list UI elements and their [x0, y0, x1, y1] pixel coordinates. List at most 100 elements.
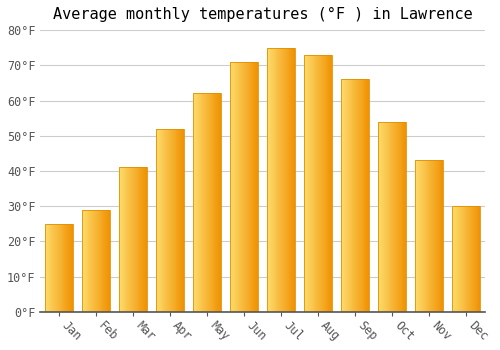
- Bar: [396, 122, 397, 312]
- Bar: [92, 210, 93, 312]
- Bar: [252, 62, 254, 312]
- Bar: [60, 224, 62, 312]
- Bar: [245, 62, 246, 312]
- Bar: [418, 160, 419, 312]
- Bar: [433, 160, 434, 312]
- Bar: [358, 79, 359, 312]
- Bar: [196, 93, 197, 312]
- Bar: [304, 55, 305, 312]
- Bar: [273, 48, 274, 312]
- Bar: [46, 224, 47, 312]
- Bar: [342, 79, 343, 312]
- Bar: [242, 62, 243, 312]
- Bar: [459, 206, 460, 312]
- Bar: [247, 62, 248, 312]
- Bar: [432, 160, 433, 312]
- Bar: [88, 210, 90, 312]
- Bar: [94, 210, 95, 312]
- Bar: [368, 79, 369, 312]
- Bar: [361, 79, 362, 312]
- Bar: [268, 48, 269, 312]
- Bar: [68, 224, 69, 312]
- Bar: [96, 210, 97, 312]
- Bar: [318, 55, 319, 312]
- Bar: [179, 129, 180, 312]
- Bar: [52, 224, 54, 312]
- Bar: [421, 160, 422, 312]
- Bar: [344, 79, 345, 312]
- Bar: [380, 122, 381, 312]
- Bar: [317, 55, 318, 312]
- Bar: [95, 210, 96, 312]
- Bar: [460, 206, 461, 312]
- Bar: [82, 210, 83, 312]
- Bar: [360, 79, 361, 312]
- Bar: [473, 206, 474, 312]
- Bar: [436, 160, 438, 312]
- Bar: [395, 122, 396, 312]
- Bar: [362, 79, 364, 312]
- Bar: [404, 122, 405, 312]
- Bar: [322, 55, 323, 312]
- Bar: [124, 167, 126, 312]
- Bar: [156, 129, 184, 312]
- Bar: [59, 224, 60, 312]
- Bar: [236, 62, 238, 312]
- Bar: [55, 224, 56, 312]
- Bar: [269, 48, 270, 312]
- Bar: [454, 206, 456, 312]
- Bar: [107, 210, 108, 312]
- Bar: [290, 48, 292, 312]
- Bar: [202, 93, 203, 312]
- Bar: [93, 210, 94, 312]
- Bar: [126, 167, 128, 312]
- Bar: [394, 122, 395, 312]
- Bar: [350, 79, 352, 312]
- Bar: [456, 206, 457, 312]
- Bar: [173, 129, 174, 312]
- Bar: [57, 224, 58, 312]
- Bar: [352, 79, 354, 312]
- Bar: [288, 48, 290, 312]
- Bar: [230, 62, 258, 312]
- Bar: [100, 210, 102, 312]
- Bar: [90, 210, 91, 312]
- Bar: [47, 224, 48, 312]
- Bar: [200, 93, 202, 312]
- Bar: [422, 160, 423, 312]
- Bar: [210, 93, 212, 312]
- Bar: [314, 55, 316, 312]
- Bar: [195, 93, 196, 312]
- Bar: [168, 129, 169, 312]
- Bar: [384, 122, 385, 312]
- Bar: [356, 79, 357, 312]
- Bar: [469, 206, 470, 312]
- Bar: [474, 206, 476, 312]
- Bar: [326, 55, 328, 312]
- Bar: [158, 129, 159, 312]
- Bar: [85, 210, 86, 312]
- Bar: [386, 122, 388, 312]
- Bar: [278, 48, 280, 312]
- Bar: [170, 129, 171, 312]
- Bar: [343, 79, 344, 312]
- Bar: [156, 129, 157, 312]
- Bar: [270, 48, 271, 312]
- Bar: [331, 55, 332, 312]
- Bar: [254, 62, 255, 312]
- Bar: [84, 210, 85, 312]
- Bar: [62, 224, 64, 312]
- Bar: [321, 55, 322, 312]
- Bar: [383, 122, 384, 312]
- Bar: [347, 79, 348, 312]
- Bar: [82, 210, 110, 312]
- Bar: [267, 48, 268, 312]
- Bar: [304, 55, 332, 312]
- Bar: [240, 62, 242, 312]
- Bar: [294, 48, 295, 312]
- Bar: [206, 93, 207, 312]
- Bar: [323, 55, 324, 312]
- Bar: [54, 224, 55, 312]
- Bar: [276, 48, 278, 312]
- Bar: [357, 79, 358, 312]
